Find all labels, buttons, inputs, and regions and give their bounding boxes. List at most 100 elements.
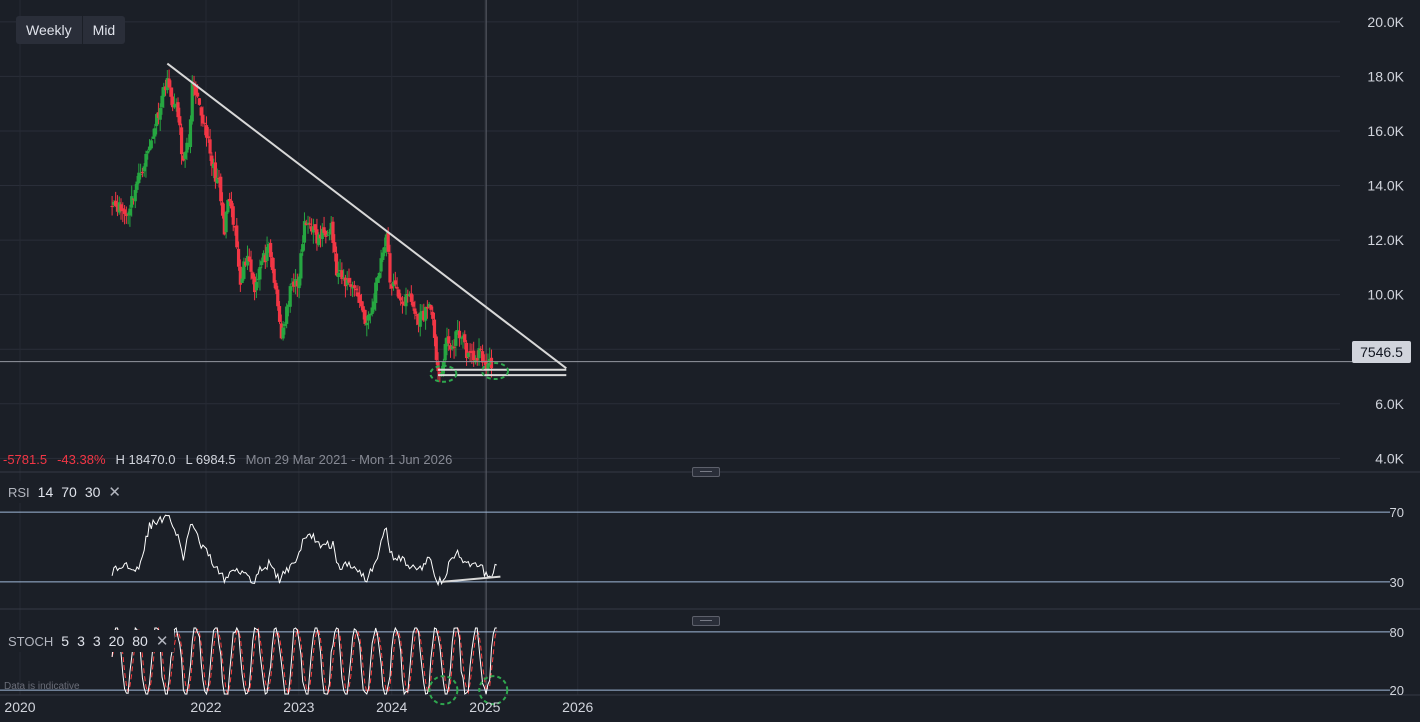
candle-body bbox=[242, 261, 246, 279]
candle-body bbox=[201, 114, 205, 124]
candle-body bbox=[368, 313, 372, 316]
rsi-indicator-label[interactable]: RSI 14 70 30 ✕ bbox=[0, 481, 127, 503]
candle-body bbox=[146, 151, 150, 154]
candle-body bbox=[422, 310, 426, 321]
candle-body bbox=[204, 125, 209, 138]
candle-body bbox=[306, 222, 310, 225]
time-axis: 2020 2022 2023 2024 2025 2026 bbox=[4, 699, 593, 715]
price-tick-label: 6.0K bbox=[1375, 396, 1404, 412]
candle-body bbox=[238, 266, 242, 285]
timeframe-button[interactable]: Weekly bbox=[26, 22, 72, 38]
candle-body bbox=[463, 334, 467, 343]
rsi-name: RSI bbox=[8, 484, 30, 500]
pane-resize-handle-rsi[interactable] bbox=[692, 467, 720, 477]
candle-body bbox=[213, 162, 218, 182]
close-icon[interactable]: ✕ bbox=[155, 633, 169, 650]
candle-body bbox=[156, 112, 161, 118]
candle-body bbox=[176, 102, 180, 118]
candle-body bbox=[484, 360, 488, 371]
candle-body bbox=[208, 139, 212, 154]
candle-body bbox=[342, 277, 346, 279]
close-icon[interactable]: ✕ bbox=[108, 484, 121, 501]
candle-body bbox=[486, 364, 490, 370]
candle-body bbox=[418, 312, 422, 327]
candle-body bbox=[445, 337, 449, 347]
candle-body bbox=[375, 277, 380, 283]
candle-body bbox=[349, 284, 353, 287]
timeframe-selector: Weekly Mid bbox=[16, 16, 126, 44]
candle-body bbox=[254, 282, 258, 291]
candle-body bbox=[281, 327, 285, 339]
candle-body bbox=[121, 208, 125, 212]
candle-body bbox=[178, 116, 182, 126]
candle-body bbox=[329, 222, 333, 235]
candle-body bbox=[409, 293, 413, 302]
candle-body bbox=[187, 144, 191, 146]
candle-body bbox=[304, 222, 308, 225]
candle-body bbox=[135, 181, 139, 190]
candle-body bbox=[438, 372, 442, 374]
price-tick-label: 14.0K bbox=[1367, 178, 1404, 194]
candle-body bbox=[415, 314, 419, 316]
low-value: L 6984.5 bbox=[185, 452, 236, 467]
candle-body bbox=[441, 361, 445, 374]
candle-body bbox=[475, 357, 479, 361]
candle-body bbox=[283, 324, 287, 327]
candle-body bbox=[224, 211, 228, 233]
candle-body bbox=[395, 286, 399, 289]
candle-body bbox=[340, 270, 344, 280]
candle-body bbox=[386, 232, 390, 252]
candle-body bbox=[390, 284, 394, 289]
rsi-trendline[interactable] bbox=[441, 575, 501, 583]
candle-body bbox=[217, 178, 221, 180]
candle-body bbox=[267, 243, 271, 249]
candle-body bbox=[479, 348, 483, 350]
candle-body bbox=[260, 261, 264, 266]
price-candles bbox=[110, 69, 494, 383]
candle-body bbox=[196, 92, 200, 97]
candle-body bbox=[472, 350, 476, 361]
candle-body bbox=[210, 155, 214, 166]
candle-body bbox=[317, 234, 321, 245]
candle-body bbox=[363, 309, 367, 324]
rsi-param: 70 bbox=[61, 484, 77, 500]
change-percent: -43.38% bbox=[57, 452, 106, 467]
price-type-button[interactable]: Mid bbox=[81, 16, 126, 44]
candle-body bbox=[447, 336, 451, 344]
time-tick-label: 2023 bbox=[283, 699, 314, 715]
candle-body bbox=[244, 261, 248, 266]
candle-body bbox=[172, 104, 177, 108]
candle-body bbox=[327, 232, 332, 234]
stoch-signal-line bbox=[111, 626, 498, 696]
time-tick-label: 2026 bbox=[562, 699, 593, 715]
candle-body bbox=[163, 86, 168, 91]
price-tick-label: 12.0K bbox=[1367, 232, 1404, 248]
candle-body bbox=[251, 272, 255, 279]
candle-body bbox=[466, 352, 470, 357]
candle-body bbox=[324, 230, 328, 237]
candle-body bbox=[452, 346, 456, 348]
candle-body bbox=[131, 198, 136, 200]
candle-body bbox=[292, 281, 296, 287]
candle-body bbox=[308, 223, 312, 225]
candle-body bbox=[142, 166, 146, 172]
time-tick-label: 2024 bbox=[376, 699, 407, 715]
candle-body bbox=[320, 228, 324, 239]
candle-body bbox=[295, 280, 299, 287]
candle-body bbox=[261, 253, 266, 263]
candle-body bbox=[429, 304, 433, 310]
price-trendline[interactable] bbox=[166, 62, 567, 370]
time-tick-label: 2025 bbox=[469, 699, 500, 715]
candle-body bbox=[194, 85, 198, 95]
pane-resize-handle-stoch[interactable] bbox=[692, 616, 720, 626]
candle-body bbox=[440, 372, 444, 374]
candle-body bbox=[117, 202, 121, 213]
candle-body bbox=[133, 189, 137, 202]
stoch-indicator-label[interactable]: STOCH 5 3 3 20 80 ✕ bbox=[0, 630, 175, 652]
price-axis: 4.0K6.0K8.0K10.0K12.0K14.0K16.0K18.0K20.… bbox=[1367, 14, 1404, 467]
candle-body bbox=[249, 259, 253, 272]
candle-body bbox=[252, 276, 257, 293]
last-price-tag: 7546.5 bbox=[1352, 341, 1411, 363]
change-value: -5781.5 bbox=[3, 452, 48, 467]
